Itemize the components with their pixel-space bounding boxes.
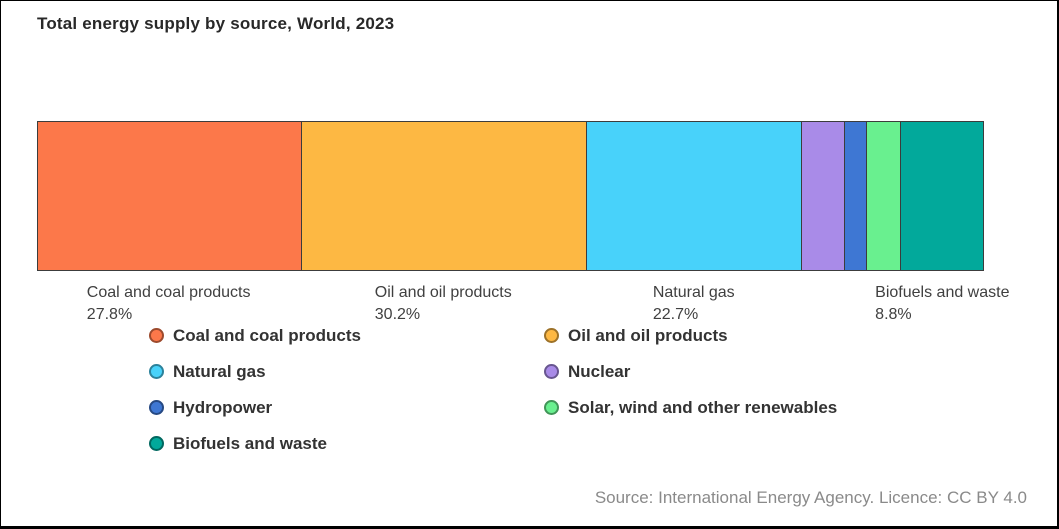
legend-item-coal-and-coal-products[interactable]: Coal and coal products <box>149 324 361 347</box>
legend-item-nuclear[interactable]: Nuclear <box>544 360 837 383</box>
legend-item-label: Nuclear <box>568 361 631 381</box>
legend-swatch-circle-icon <box>149 364 164 379</box>
legend-column-0: Coal and coal products Natural gas Hydropo… <box>149 324 361 468</box>
legend-item-solar-wind-and-other-renewables[interactable]: Solar, wind and other renewables <box>544 396 837 419</box>
segment-label-percent: 27.8% <box>86 306 133 323</box>
segment-label-text: Natural gas <box>652 284 735 301</box>
legend-item-label: Solar, wind and other renewables <box>568 397 838 417</box>
segment-annotations: Coal and coal products 27.8% Oil and oil p… <box>37 282 1010 326</box>
segment-label-text: Biofuels and waste <box>875 284 1010 301</box>
stacked-bar <box>37 121 984 271</box>
legend-item-label: Hydropower <box>173 397 273 417</box>
chart-title: Total energy supply by source, World, 20… <box>37 14 395 33</box>
legend-swatch-circle-icon <box>149 436 164 451</box>
segment-label-biofuels-and-waste: Biofuels and waste 8.8% <box>875 282 1009 326</box>
legend-swatch-circle-icon <box>149 400 164 415</box>
bar-segment-nuclear[interactable] <box>800 122 845 270</box>
legend-item-oil-and-oil-products[interactable]: Oil and oil products <box>544 324 837 347</box>
segment-label-natural-gas: Natural gas 22.7% <box>653 282 735 326</box>
legend-swatch-circle-icon <box>149 328 164 343</box>
legend-item-label: Coal and coal products <box>173 325 361 345</box>
bar-segment-solar-wind-and-other-renewables[interactable] <box>865 122 900 270</box>
segment-label-percent: 22.7% <box>652 306 699 323</box>
legend-item-label: Oil and oil products <box>568 325 728 345</box>
segment-label-percent: 30.2% <box>374 306 421 323</box>
legend-item-natural-gas[interactable]: Natural gas <box>149 360 361 383</box>
source-attribution: Source: International Energy Agency. Lic… <box>594 488 1027 507</box>
bar-segment-oil-and-oil-products[interactable] <box>300 122 587 270</box>
legend-swatch-circle-icon <box>544 364 559 379</box>
bar-segment-coal-and-coal-products[interactable] <box>38 122 301 270</box>
legend-item-label: Natural gas <box>173 361 266 381</box>
legend-item-label: Biofuels and waste <box>173 433 327 453</box>
bar-segment-natural-gas[interactable] <box>586 122 801 270</box>
segment-label-text: Coal and coal products <box>86 284 251 301</box>
legend-item-biofuels-and-waste[interactable]: Biofuels and waste <box>149 432 361 455</box>
bar-segment-hydropower[interactable] <box>844 122 866 270</box>
legend-swatch-circle-icon <box>544 328 559 343</box>
legend-item-hydropower[interactable]: Hydropower <box>149 396 361 419</box>
segment-label-text: Oil and oil products <box>374 284 512 301</box>
segment-label-coal-and-coal-products: Coal and coal products 27.8% <box>87 282 251 326</box>
legend-column-1: Oil and oil products Nuclear Solar, wind a… <box>544 324 837 432</box>
segment-label-oil-and-oil-products: Oil and oil products 30.2% <box>375 282 512 326</box>
bar-segment-biofuels-and-waste[interactable] <box>899 122 983 270</box>
legend-swatch-circle-icon <box>544 400 559 415</box>
segment-label-percent: 8.8% <box>875 306 912 323</box>
